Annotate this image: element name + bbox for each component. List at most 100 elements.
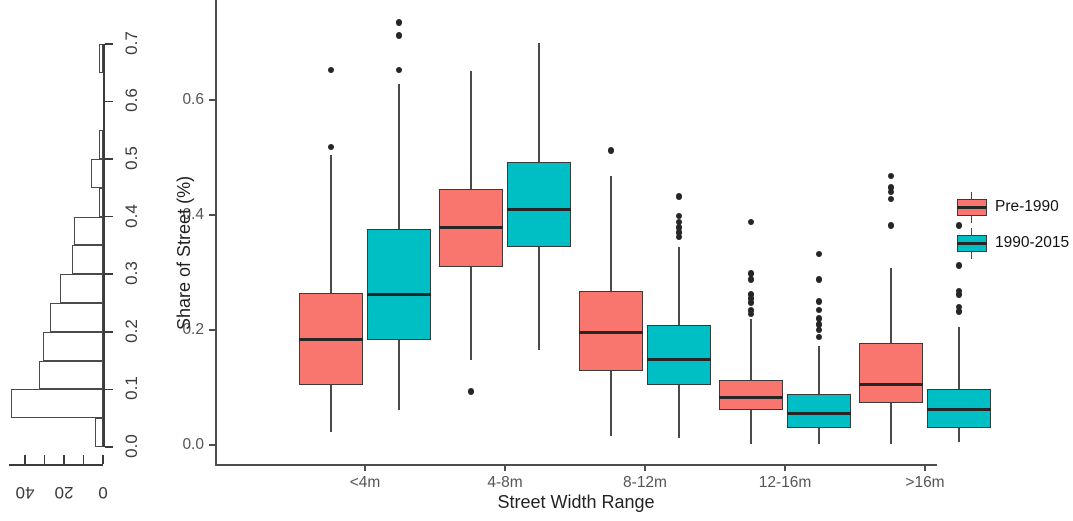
boxplot-median-line — [859, 383, 923, 387]
boxplot-median-line — [367, 292, 431, 296]
boxplot-box — [719, 380, 783, 411]
boxplot-median-line — [927, 407, 991, 411]
histogram-value-tick — [104, 158, 113, 160]
x-axis-title: Street Width Range — [497, 492, 655, 512]
boxplot-outlier-point — [747, 218, 755, 226]
x-axis-line — [215, 464, 937, 466]
boxplot-outlier-point — [395, 19, 403, 26]
histogram-count-tick — [63, 455, 65, 464]
y-tick-label: 0.0 — [182, 436, 204, 453]
boxplot-outlier-point — [815, 298, 823, 305]
boxplot-outlier-point — [747, 270, 755, 277]
histogram-value-tick-label: 0.1 — [122, 376, 141, 401]
histogram-bar — [95, 418, 103, 447]
histogram-count-tick — [82, 455, 85, 464]
histogram-bar — [60, 274, 103, 303]
boxplot-outlier-point — [395, 32, 403, 39]
boxplot-median-line — [439, 226, 503, 230]
y-tick-mark — [209, 99, 215, 101]
boxplot-median-line — [719, 395, 783, 399]
histogram-count-axis-line — [9, 464, 103, 466]
boxplot-outlier-point — [607, 147, 615, 154]
boxplot-outlier-point — [327, 143, 335, 151]
histogram-value-tick — [104, 388, 113, 391]
y-tick-mark — [209, 329, 215, 331]
y-tick-label: 0.6 — [182, 91, 204, 108]
histogram-value-tick-label: 0.0 — [122, 434, 141, 458]
boxplot-outlier-point — [955, 303, 963, 311]
x-tick-label: 12-16m — [758, 474, 812, 491]
histogram-value-tick-label: 0.6 — [122, 88, 141, 113]
histogram-value-tick — [104, 215, 113, 218]
histogram-bar — [38, 360, 103, 390]
histogram-bar — [71, 245, 103, 275]
boxplot-outlier-point — [675, 193, 683, 200]
y-tick-mark — [209, 214, 215, 216]
x-tick-mark — [504, 465, 506, 471]
histogram-bar — [99, 187, 103, 217]
histogram-count-tick — [43, 455, 46, 464]
histogram-value-tick-label: 0.5 — [122, 146, 141, 170]
legend: Pre-1990 1990-2015 — [955, 190, 1073, 262]
boxplot-box — [367, 229, 431, 340]
x-tick-mark — [924, 465, 926, 471]
boxplot-outlier-point — [815, 250, 823, 258]
histogram-value-tick-label: 0.4 — [122, 203, 141, 228]
boxplot-outlier-point — [887, 188, 895, 196]
histogram-bar — [99, 130, 103, 159]
y-axis-line — [215, 0, 217, 465]
boxplot-whisker — [958, 327, 960, 443]
y-tick-label: 0.2 — [182, 321, 204, 338]
boxplot-outlier-point — [747, 276, 755, 283]
boxplot-outlier-point — [675, 229, 683, 236]
boxplot-outlier-point — [955, 222, 963, 229]
legend-item-1990-2015[interactable]: 1990-2015 — [955, 226, 1073, 262]
histogram-value-tick — [104, 273, 113, 275]
legend-label-pre-1990: Pre-1990 — [995, 198, 1059, 215]
histogram-bar — [42, 331, 103, 361]
x-tick-label: >16m — [905, 474, 945, 491]
histogram-value-tick-label: 0.7 — [122, 30, 141, 55]
y-tick-mark — [209, 444, 215, 446]
boxplot-outlier-point — [955, 291, 963, 298]
histogram-value-tick — [104, 446, 113, 448]
boxplot-outlier-point — [887, 172, 895, 180]
boxplot-median-line — [647, 358, 711, 362]
boxplot-outlier-point — [675, 233, 683, 241]
boxplot-box — [859, 342, 923, 404]
histogram-value-axis-line — [103, 43, 105, 447]
boxplot-outlier-point — [395, 66, 403, 74]
x-tick-label: 4-8m — [487, 474, 523, 491]
boxplot-outlier-point — [747, 299, 755, 306]
histogram-bar — [11, 389, 103, 419]
boxplot-outlier-point — [747, 310, 755, 318]
boxplot-outlier-point — [747, 307, 755, 314]
histogram-bar — [99, 43, 103, 73]
boxplot-outlier-point — [887, 184, 895, 191]
boxplot-box — [787, 394, 851, 428]
histogram-value-tick — [104, 331, 113, 333]
boxplot-median-line — [787, 411, 851, 415]
y-tick-label: 0.4 — [182, 206, 204, 223]
boxplot-panel: 0.0 0.2 0.4 0.6 Share of Street (%) <4m 4-8m… — [150, 0, 991, 521]
boxplot-outlier-point — [327, 66, 335, 74]
x-tick-mark — [644, 465, 646, 471]
histogram-value-tick — [104, 100, 113, 103]
marginal-histogram-panel: 0.0 0.1 0.2 0.3 0.4 0.5 0.6 0.7 0 20 40 — [0, 0, 150, 521]
boxplot-median-line — [507, 207, 571, 211]
boxplot-outlier-point — [887, 195, 895, 203]
x-tick-mark — [784, 465, 786, 471]
boxplot-outlier-point — [815, 276, 823, 283]
boxplot-outlier-point — [747, 291, 755, 298]
boxplot-outlier-point — [955, 287, 963, 295]
boxplot-outlier-point — [675, 212, 683, 220]
boxplot-outlier-point — [815, 333, 823, 341]
boxplot-outlier-point — [887, 222, 895, 229]
plot-area — [215, 0, 937, 465]
histogram-bar — [91, 159, 103, 188]
legend-label-1990-2015: 1990-2015 — [995, 234, 1070, 251]
histogram-bar — [50, 303, 103, 332]
legend-item-pre-1990[interactable]: Pre-1990 — [955, 190, 1073, 226]
histogram-count-tick-label: 20 — [54, 483, 74, 502]
